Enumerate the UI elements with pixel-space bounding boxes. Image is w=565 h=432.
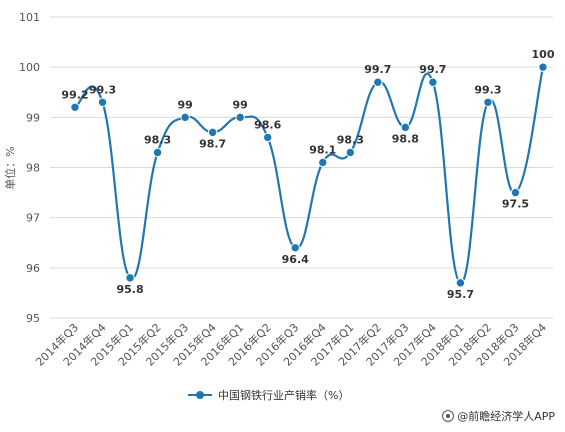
data-label: 98.3: [337, 133, 364, 146]
data-label: 98.6: [254, 118, 281, 131]
source-logo-icon: [442, 410, 455, 422]
data-point: [510, 187, 521, 198]
data-label: 95.8: [116, 283, 143, 296]
data-label: 99.3: [474, 83, 501, 96]
series-line: [74, 66, 545, 284]
y-axis-label: 单位：%: [3, 146, 17, 189]
data-point: [455, 278, 466, 288]
legend-dot-marker: [196, 391, 204, 399]
data-point: [152, 147, 163, 158]
data-point: [538, 62, 548, 72]
y-tick-label: 101: [19, 11, 40, 24]
source-text: @前瞻经济学人APP: [457, 410, 555, 423]
y-tick-label: 97: [26, 212, 40, 225]
x-axis-ticks: 2014年Q32014年Q42015年Q12015年Q22015年Q32015年…: [33, 320, 550, 369]
data-point: [97, 97, 108, 107]
data-point: [125, 273, 135, 283]
data-point: [235, 112, 245, 123]
data-point: [483, 97, 493, 107]
y-tick-label: 99: [26, 111, 40, 124]
source-credit: @前瞻经济学人APP: [442, 408, 555, 424]
grid-lines: [50, 16, 553, 319]
data-points: [70, 62, 548, 288]
data-label: 99.3: [89, 83, 116, 96]
data-label: 96.4: [282, 253, 309, 266]
data-label: 98.8: [392, 132, 419, 145]
data-label: 98.1: [309, 143, 336, 156]
data-point: [428, 77, 438, 87]
data-label: 97.5: [502, 198, 529, 211]
data-label: 100: [532, 48, 555, 61]
data-label: 99: [233, 98, 248, 111]
data-label: 99.7: [364, 63, 391, 76]
data-point: [180, 112, 190, 123]
data-point: [345, 147, 355, 158]
data-labels: 99.2 99.395.898.39998.79998.696.498.198.3…: [61, 48, 554, 301]
data-point: [318, 157, 328, 168]
data-label: 98.7: [199, 137, 226, 150]
data-label: 99: [177, 98, 192, 111]
y-axis-ticks: 95 96 97 98 99 100 101: [19, 11, 40, 325]
data-label: 95.7: [447, 288, 474, 301]
y-tick-label: 100: [19, 61, 40, 74]
legend-label: 中国钢铁行业产销率（%）: [218, 388, 349, 402]
data-point: [70, 102, 80, 113]
data-point: [263, 132, 273, 143]
data-point: [290, 243, 300, 253]
y-tick-label: 95: [26, 312, 40, 325]
data-label: 99.7: [419, 63, 446, 76]
legend: 中国钢铁行业产销率（%）: [188, 388, 349, 402]
data-point: [373, 77, 383, 87]
data-point: [400, 122, 411, 133]
data-point: [207, 127, 218, 138]
data-label: 99.2: [61, 88, 88, 101]
y-tick-label: 98: [26, 162, 40, 175]
y-tick-label: 96: [26, 262, 40, 275]
data-label: 98.3: [144, 133, 171, 146]
